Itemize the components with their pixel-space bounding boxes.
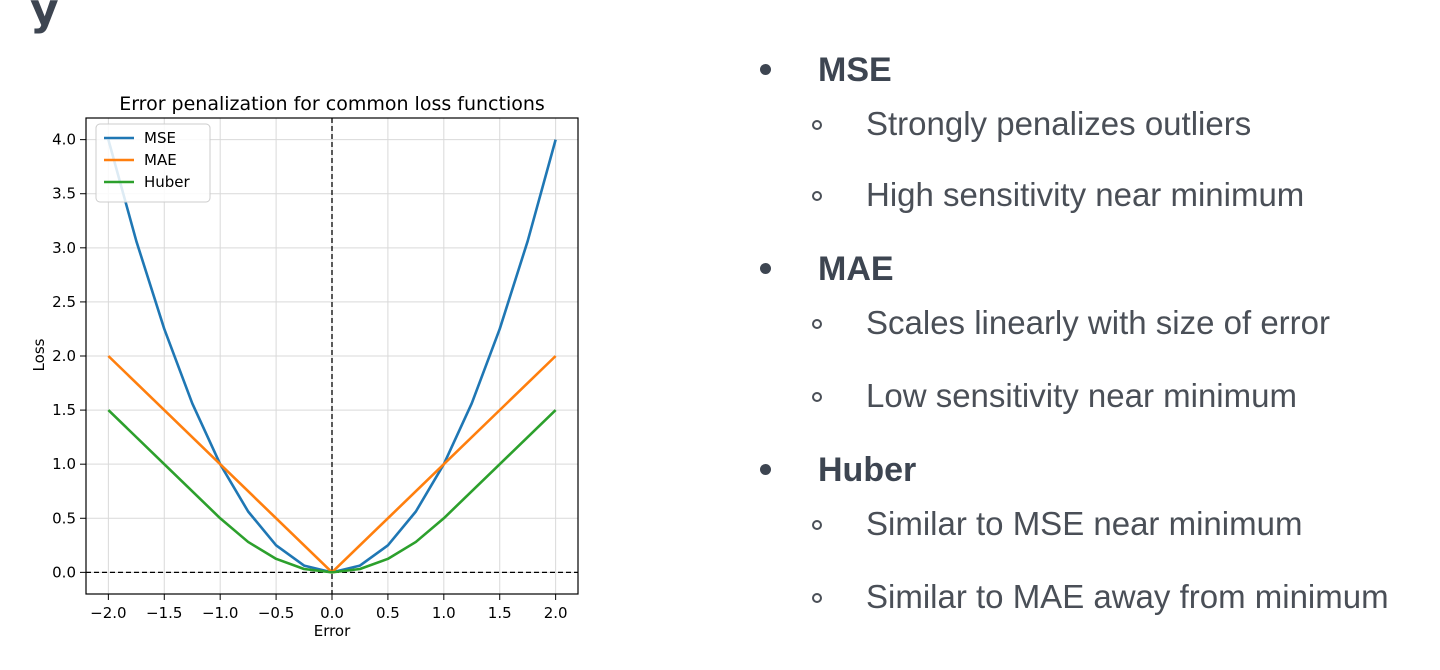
bullet-label-mae: MAE [818, 250, 894, 288]
y-tick-label: 4.0 [52, 131, 76, 149]
legend: MSE MAE Huber [95, 123, 211, 203]
y-tick-label: 1.0 [52, 455, 76, 473]
bullet-list: MSE Strongly penalizes outliers High sen… [760, 0, 1440, 670]
x-tick-label: −1.0 [202, 604, 238, 622]
bullet-dot [760, 64, 771, 75]
sub-bullet-text: Similar to MSE near minimum [866, 505, 1303, 542]
y-axis-ticks: 0.0 0.5 1.0 1.5 2.0 2.5 3.0 3.5 4.0 [52, 131, 86, 581]
y-tick-label: 3.0 [52, 239, 76, 257]
sub-bullet-ring [812, 392, 822, 402]
x-tick-label: 0.5 [376, 604, 400, 622]
legend-label: Huber [144, 173, 191, 191]
y-tick-label: 0.0 [52, 563, 76, 581]
y-tick-label: 3.5 [52, 185, 76, 203]
sub-bullet-ring [812, 319, 822, 329]
slide-heading-fragment: y [30, 0, 59, 35]
series-line-huber [107, 409, 557, 574]
sub-bullet-text: Scales linearly with size of error [866, 304, 1330, 341]
x-tick-label: 1.5 [488, 604, 512, 622]
sub-bullet-text: Strongly penalizes outliers [866, 105, 1252, 142]
x-axis-ticks: −2.0 −1.5 −1.0 −0.5 0.0 0.5 1.0 1.5 2.0 [90, 594, 568, 622]
sub-bullet-ring [812, 120, 822, 130]
sub-bullet-text: Low sensitivity near minimum [866, 377, 1297, 414]
legend-label: MSE [144, 129, 176, 147]
sub-bullet-text: Similar to MAE away from minimum [866, 578, 1389, 615]
x-tick-label: −2.0 [90, 604, 126, 622]
y-tick-label: 2.5 [52, 293, 76, 311]
bullet-label-mse: MSE [818, 51, 892, 89]
sub-bullet-ring [812, 593, 822, 603]
y-axis-label: Loss [30, 338, 48, 371]
y-tick-label: 1.5 [52, 401, 76, 419]
y-tick-label: 0.5 [52, 509, 76, 527]
sub-bullet-text: High sensitivity near minimum [866, 176, 1305, 213]
x-tick-label: 2.0 [544, 604, 568, 622]
legend-label: MAE [144, 151, 177, 169]
loss-chart: Error penalization for common loss funct… [30, 93, 579, 640]
x-axis-label: Error [314, 622, 351, 640]
bullet-label-huber: Huber [818, 451, 917, 489]
sub-bullet-ring [812, 191, 822, 201]
sub-bullet-ring [812, 520, 822, 530]
bullet-dot [760, 464, 771, 475]
reference-lines [86, 118, 578, 594]
series-layer [107, 139, 557, 574]
x-tick-label: −1.5 [146, 604, 182, 622]
x-tick-label: −0.5 [258, 604, 294, 622]
x-tick-label: 1.0 [432, 604, 456, 622]
chart-title: Error penalization for common loss funct… [119, 93, 545, 115]
y-tick-label: 2.0 [52, 347, 76, 365]
x-tick-label: 0.0 [320, 604, 344, 622]
bullet-dot [760, 263, 771, 274]
